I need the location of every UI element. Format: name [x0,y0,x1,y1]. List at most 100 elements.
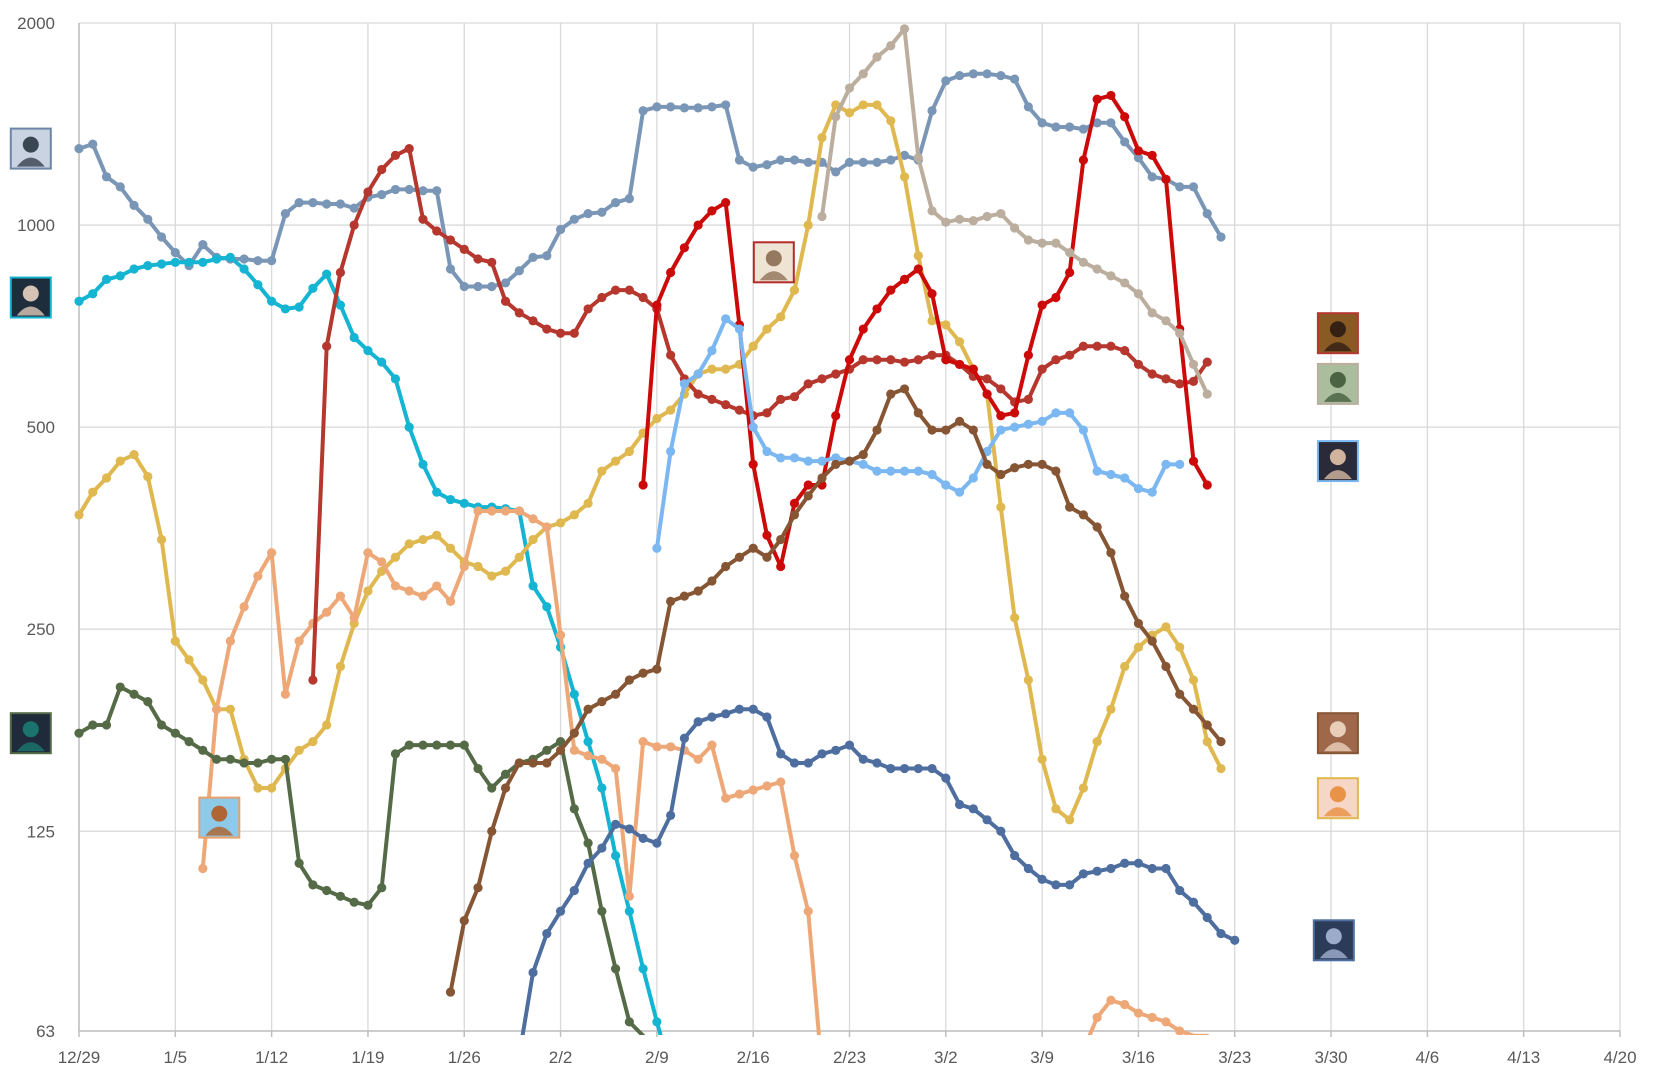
data-point [1078,124,1089,134]
data-point [982,389,992,399]
data-point [996,469,1006,480]
data-point [776,394,786,404]
data-point [927,425,937,435]
data-point [528,252,538,263]
data-point [707,102,717,112]
armor-avatar [1312,919,1355,962]
data-point [954,359,965,370]
data-point [693,586,703,596]
data-point [803,906,813,916]
data-point [404,539,414,549]
data-point [693,754,703,764]
data-point [1023,419,1033,429]
data-point [487,783,497,793]
data-point [487,506,497,516]
data-point [363,548,373,558]
data-point [721,364,731,374]
data-point [514,552,524,562]
data-point [583,209,593,219]
data-point [322,720,332,730]
data-point [666,446,676,457]
data-point [88,487,98,497]
data-point [500,278,511,288]
data-point [583,304,593,314]
avatar-head [1325,928,1342,945]
data-point [1133,289,1144,299]
x-tick-label: 4/13 [1507,1048,1540,1067]
data-point [542,251,552,261]
data-point [1230,935,1240,945]
data-point [872,758,882,768]
data-point [473,506,483,516]
data-point [129,450,139,460]
data-point [1065,247,1075,258]
lion-avatar [198,796,241,839]
data-point [1023,235,1033,245]
data-point [872,466,882,476]
data-point [1202,720,1212,730]
data-point [817,473,827,483]
x-tick-label: 1/26 [448,1048,481,1067]
data-point [308,283,318,293]
data-point [817,211,827,222]
x-tick-label: 3/16 [1122,1048,1155,1067]
data-point [968,69,978,79]
x-tick-label: 1/19 [351,1048,384,1067]
avatar-head [1329,449,1346,466]
warrior-avatar [1316,312,1359,355]
data-point [390,552,401,562]
data-point [707,576,717,586]
data-point [170,257,180,267]
data-point [1175,182,1185,192]
data-point [1120,591,1130,601]
data-point [294,745,304,755]
data-point [858,100,868,110]
data-point [652,742,662,752]
data-point [1202,737,1212,747]
data-point [156,720,167,730]
data-point [555,906,566,916]
rabbit-avatar [752,241,795,284]
avatar-body [16,306,45,316]
data-point [789,285,800,295]
data-point [927,289,937,299]
series-3 [74,100,1226,825]
data-point [996,70,1006,81]
data-point [872,157,882,167]
data-point [1188,456,1199,466]
x-tick-label: 3/2 [934,1048,958,1067]
data-point [184,257,194,267]
data-point [996,425,1006,435]
data-point [253,758,263,768]
data-point [597,466,607,476]
data-point [927,106,937,116]
data-point [638,480,648,490]
data-point [156,534,167,545]
avatar-body [1323,342,1352,352]
data-point [322,885,332,896]
data-point [844,456,855,466]
data-point [555,737,566,747]
avatar-body [1323,742,1352,752]
data-point [954,70,965,81]
data-point [1106,469,1116,480]
data-point [899,274,910,284]
data-point [583,704,593,714]
data-point [143,471,153,482]
data-point [280,754,290,764]
avatar-head [22,285,39,302]
data-point [115,682,125,692]
data-point [597,754,607,764]
data-point [748,459,758,469]
data-point [253,783,263,793]
data-point [927,206,937,216]
data-point [1092,737,1102,747]
data-point [1037,459,1047,469]
data-point [528,316,538,326]
data-point [817,374,827,384]
data-point [528,534,538,545]
data-point [858,355,868,365]
data-point [267,783,277,793]
data-point [542,522,552,532]
data-point [1023,394,1033,404]
